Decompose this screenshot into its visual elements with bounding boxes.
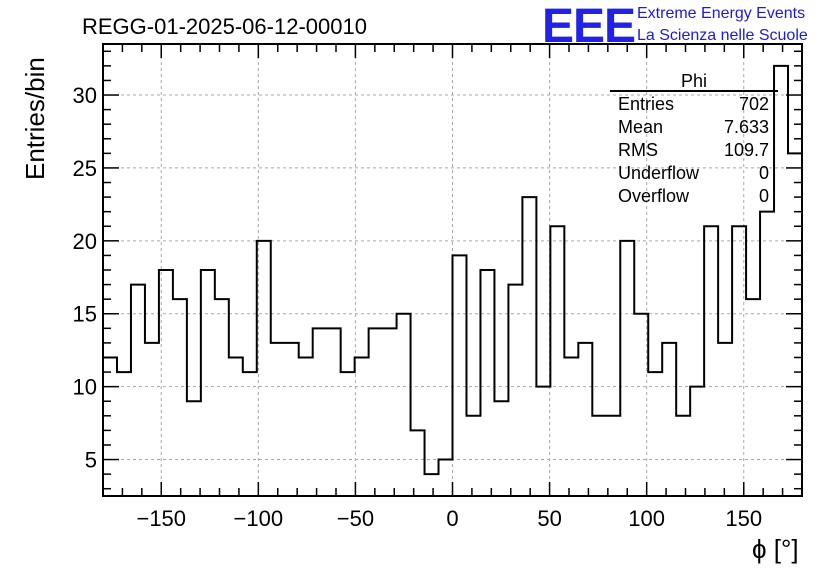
y-tick-label: 10 bbox=[73, 375, 97, 400]
stat-value: 7.633 bbox=[724, 117, 769, 137]
logo-line-2: La Scienza nelle Scuole bbox=[637, 27, 808, 44]
y-tick-label: 30 bbox=[73, 83, 97, 108]
x-tick-label: 0 bbox=[446, 506, 458, 531]
stat-value: 0 bbox=[759, 163, 769, 183]
y-tick-label: 25 bbox=[73, 156, 97, 181]
y-tick-label: 15 bbox=[73, 302, 97, 327]
x-axis-label: ϕ [°] bbox=[752, 534, 799, 564]
axes bbox=[102, 43, 803, 497]
histogram-outline bbox=[102, 64, 802, 496]
histogram-line bbox=[102, 64, 802, 496]
logo-line-1: Extreme Energy Events bbox=[637, 5, 805, 22]
stats-box: Phi Entries 702 Mean 7.633 RMS 109.7 Und… bbox=[610, 71, 778, 206]
y-axis-label: Entries/bin bbox=[20, 57, 50, 180]
stat-value: 109.7 bbox=[724, 140, 769, 160]
x-tick-label: −50 bbox=[337, 506, 374, 531]
x-tick-label: 50 bbox=[537, 506, 561, 531]
run-title: REGG-01-2025-06-12-00010 bbox=[82, 14, 367, 39]
stat-label: Underflow bbox=[618, 163, 700, 183]
x-tick-label: 100 bbox=[628, 506, 665, 531]
stat-label: Entries bbox=[618, 94, 674, 114]
tick-labels: −150 −100 −50 0 50 100 150 5 10 15 20 25 30 bbox=[73, 83, 763, 531]
stat-label: RMS bbox=[618, 140, 658, 160]
eee-logo: EEE Extreme Energy Events La Scienza nel… bbox=[542, 0, 808, 53]
y-tick-label: 5 bbox=[85, 448, 97, 473]
stat-value: 702 bbox=[739, 94, 769, 114]
stat-value: 0 bbox=[759, 186, 769, 206]
y-tick-label: 20 bbox=[73, 229, 97, 254]
stat-label: Mean bbox=[618, 117, 663, 137]
x-tick-label: −100 bbox=[234, 506, 284, 531]
stats-box-title: Phi bbox=[681, 71, 707, 91]
x-tick-label: −150 bbox=[136, 506, 186, 531]
stat-label: Overflow bbox=[618, 186, 690, 206]
x-tick-label: 150 bbox=[725, 506, 762, 531]
